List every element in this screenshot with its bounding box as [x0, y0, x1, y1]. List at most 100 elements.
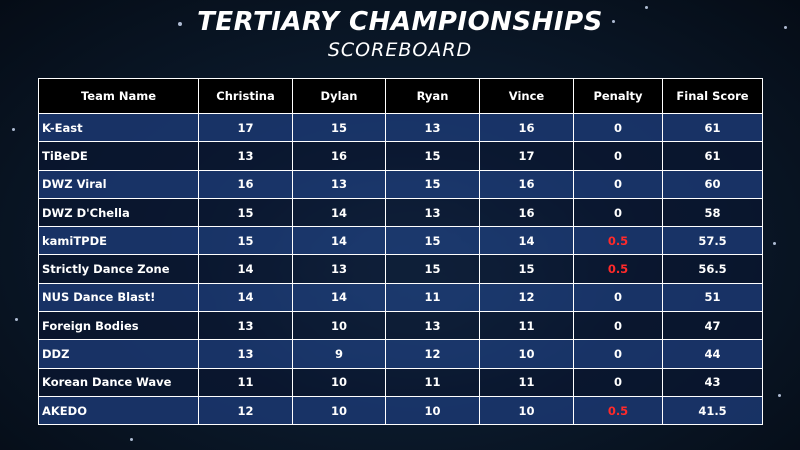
column-header-team-name: Team Name [38, 78, 199, 114]
christina-score-cell: 13 [198, 339, 293, 369]
dylan-score-cell: 10 [292, 311, 386, 341]
ryan-score-cell: 15 [385, 254, 480, 284]
ryan-score-cell: 13 [385, 311, 480, 341]
table-row: NUS Dance Blast! 14 14 11 12 0 51 [38, 282, 763, 313]
team-name-cell: Foreign Bodies [38, 311, 199, 341]
table-row: TiBeDE 13 16 15 17 0 61 [38, 141, 763, 171]
vince-score-cell: 15 [479, 254, 574, 284]
team-name-cell: NUS Dance Blast! [38, 282, 199, 313]
table-row: Foreign Bodies 13 10 13 11 0 47 [38, 311, 763, 341]
star-dot [12, 128, 15, 131]
christina-score-cell: 12 [198, 395, 293, 426]
christina-score-cell: 16 [198, 169, 293, 199]
christina-score-cell: 13 [198, 141, 293, 171]
final-score-cell: 47 [662, 311, 763, 341]
christina-score-cell: 11 [198, 367, 293, 397]
column-header-ryan: Ryan [385, 78, 480, 114]
ryan-score-cell: 10 [385, 395, 480, 426]
vince-score-cell: 11 [479, 311, 574, 341]
table-row: Strictly Dance Zone 14 13 15 15 0.5 56.5 [38, 254, 763, 284]
christina-score-cell: 14 [198, 282, 293, 313]
penalty-cell: 0.5 [573, 254, 663, 284]
dylan-score-cell: 9 [292, 339, 386, 369]
page-title: TERTIARY CHAMPIONSHIPS [197, 7, 603, 37]
penalty-cell: 0 [573, 197, 663, 228]
penalty-cell: 0 [573, 339, 663, 369]
team-name-cell: Korean Dance Wave [38, 367, 199, 397]
ryan-score-cell: 15 [385, 226, 480, 256]
penalty-cell: 0 [573, 169, 663, 199]
star-dot [784, 26, 787, 29]
penalty-cell: 0 [573, 112, 663, 143]
star-dot [15, 318, 18, 321]
final-score-cell: 41.5 [662, 395, 763, 426]
star-dot [778, 394, 781, 397]
final-score-cell: 44 [662, 339, 763, 369]
dylan-score-cell: 14 [292, 197, 386, 228]
star-dot [773, 242, 776, 245]
dylan-score-cell: 14 [292, 282, 386, 313]
vince-score-cell: 16 [479, 112, 574, 143]
dylan-score-cell: 13 [292, 254, 386, 284]
table-row: AKEDO 12 10 10 10 0.5 41.5 [38, 395, 763, 426]
vince-score-cell: 10 [479, 395, 574, 426]
star-dot [612, 20, 615, 23]
team-name-cell: DWZ D'Chella [38, 197, 199, 228]
star-dot [645, 6, 648, 9]
dylan-score-cell: 10 [292, 395, 386, 426]
dylan-score-cell: 15 [292, 112, 386, 143]
column-header-christina: Christina [198, 78, 293, 114]
column-header-dylan: Dylan [292, 78, 386, 114]
dylan-score-cell: 13 [292, 169, 386, 199]
dylan-score-cell: 16 [292, 141, 386, 171]
ryan-score-cell: 13 [385, 112, 480, 143]
column-header-final-score: Final Score [662, 78, 763, 114]
vince-score-cell: 11 [479, 367, 574, 397]
page-subtitle: SCOREBOARD [327, 39, 473, 61]
team-name-cell: Strictly Dance Zone [38, 254, 199, 284]
table-row: DWZ D'Chella 15 14 13 16 0 58 [38, 197, 763, 228]
team-name-cell: K-East [38, 112, 199, 143]
scoreboard-table: Team Name Christina Dylan Ryan Vince Pen… [38, 78, 763, 426]
team-name-cell: DDZ [38, 339, 199, 369]
final-score-cell: 61 [662, 141, 763, 171]
ryan-score-cell: 13 [385, 197, 480, 228]
dylan-score-cell: 14 [292, 226, 386, 256]
christina-score-cell: 14 [198, 254, 293, 284]
penalty-cell: 0.5 [573, 226, 663, 256]
column-header-penalty: Penalty [573, 78, 663, 114]
vince-score-cell: 16 [479, 197, 574, 228]
dylan-score-cell: 10 [292, 367, 386, 397]
star-dot [178, 22, 182, 26]
final-score-cell: 43 [662, 367, 763, 397]
team-name-cell: DWZ Viral [38, 169, 199, 199]
ryan-score-cell: 11 [385, 367, 480, 397]
penalty-cell: 0 [573, 367, 663, 397]
table-row: Korean Dance Wave 11 10 11 11 0 43 [38, 367, 763, 397]
christina-score-cell: 15 [198, 197, 293, 228]
final-score-cell: 56.5 [662, 254, 763, 284]
vince-score-cell: 10 [479, 339, 574, 369]
penalty-cell: 0 [573, 282, 663, 313]
vince-score-cell: 17 [479, 141, 574, 171]
team-name-cell: AKEDO [38, 395, 199, 426]
star-dot [130, 438, 133, 441]
table-row: DDZ 13 9 12 10 0 44 [38, 339, 763, 369]
final-score-cell: 61 [662, 112, 763, 143]
table-row: K-East 17 15 13 16 0 61 [38, 112, 763, 143]
ryan-score-cell: 11 [385, 282, 480, 313]
ryan-score-cell: 12 [385, 339, 480, 369]
team-name-cell: TiBeDE [38, 141, 199, 171]
vince-score-cell: 16 [479, 169, 574, 199]
final-score-cell: 60 [662, 169, 763, 199]
vince-score-cell: 12 [479, 282, 574, 313]
vince-score-cell: 14 [479, 226, 574, 256]
christina-score-cell: 13 [198, 311, 293, 341]
column-header-vince: Vince [479, 78, 574, 114]
penalty-cell: 0 [573, 141, 663, 171]
final-score-cell: 58 [662, 197, 763, 228]
christina-score-cell: 17 [198, 112, 293, 143]
penalty-cell: 0.5 [573, 395, 663, 426]
final-score-cell: 51 [662, 282, 763, 313]
final-score-cell: 57.5 [662, 226, 763, 256]
